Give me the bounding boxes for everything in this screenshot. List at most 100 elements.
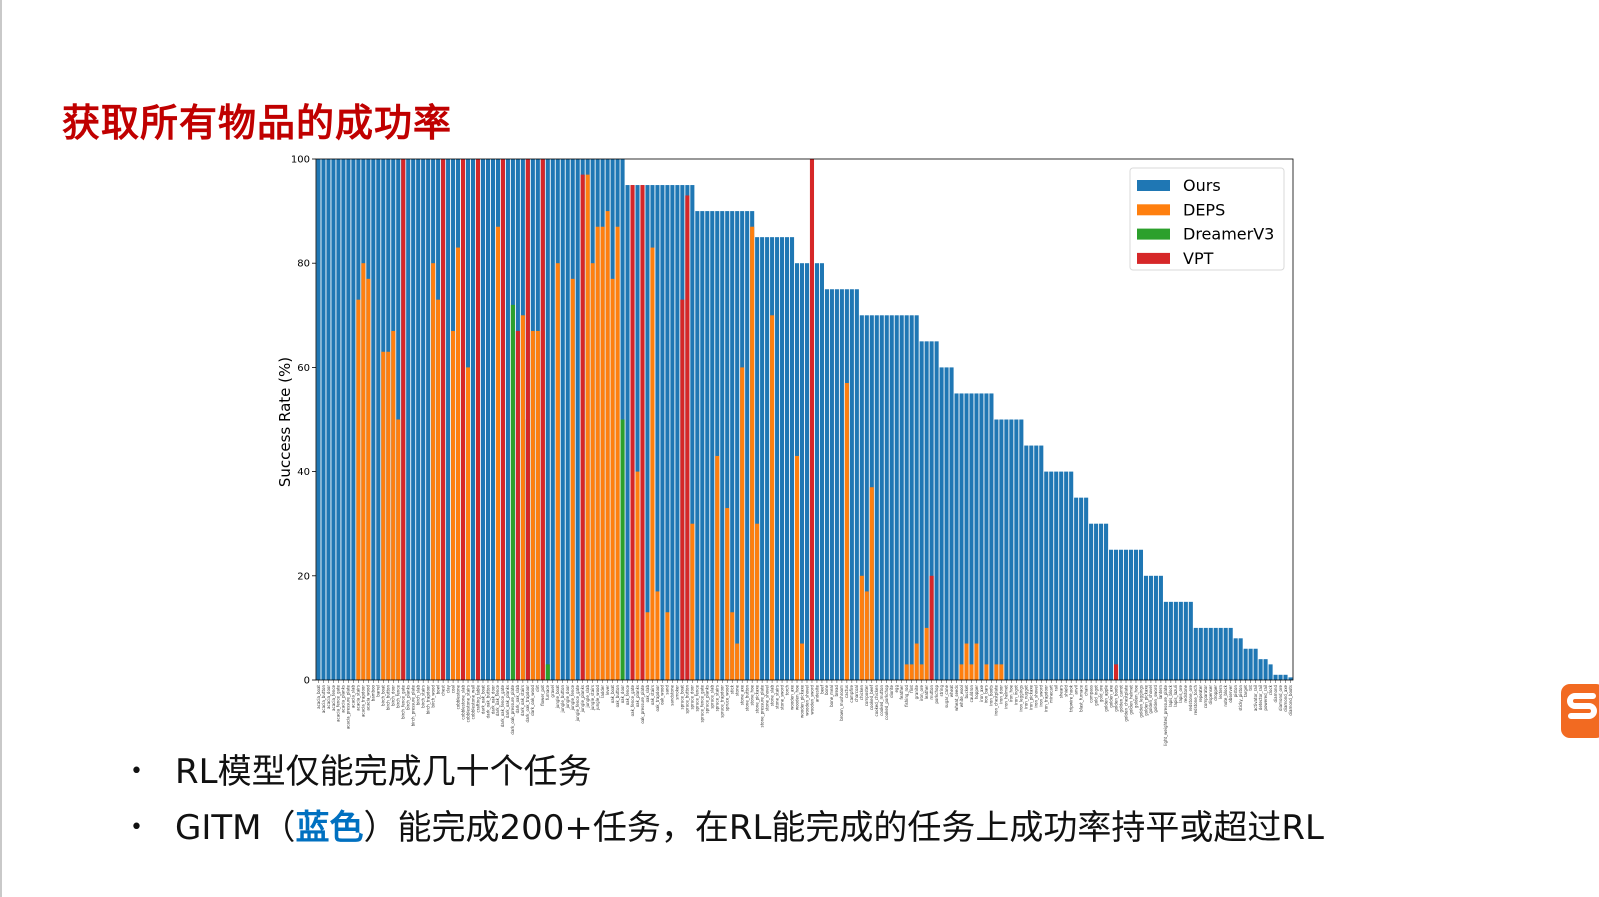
x-tick-label: jungle_wood bbox=[595, 685, 600, 711]
x-tick-label: cooked_porkchop bbox=[884, 685, 889, 720]
x-tick-label: shield bbox=[1064, 685, 1069, 697]
x-tick-label: acacia_trapdoor bbox=[361, 685, 366, 718]
bar-ours bbox=[1263, 659, 1268, 680]
bar-deps bbox=[520, 315, 525, 680]
x-tick-label: tripwire_hook bbox=[1068, 684, 1073, 712]
bar-ours bbox=[1283, 674, 1288, 680]
bar-deps bbox=[361, 263, 366, 680]
bar-ours bbox=[1203, 627, 1208, 680]
x-tick-label: cobblestone_wall bbox=[470, 685, 475, 719]
bar-ours bbox=[665, 185, 670, 681]
bar-vpt bbox=[685, 195, 690, 680]
x-tick-label: oak_trapdoor bbox=[655, 685, 660, 712]
x-tick-label: acacia_pressure_plate bbox=[346, 684, 351, 729]
x-tick-label: acacia_boat bbox=[316, 685, 321, 709]
x-tick-label: hopper bbox=[974, 685, 979, 700]
x-tick-label: wooden_sword bbox=[809, 685, 814, 715]
bar-vpt bbox=[500, 159, 505, 680]
bar-ours bbox=[1158, 575, 1163, 680]
bar-ours bbox=[645, 185, 650, 681]
x-tick-label: composter bbox=[864, 685, 869, 707]
x-tick-label: golden_carrot bbox=[1118, 685, 1123, 713]
bar-ours bbox=[1094, 523, 1099, 680]
bar-ours bbox=[326, 159, 331, 680]
x-tick-label: birch_door bbox=[391, 685, 396, 706]
bar-ours bbox=[690, 185, 695, 681]
slide-left-rule bbox=[0, 0, 2, 897]
bar-ours bbox=[545, 159, 550, 680]
bar-ours bbox=[1228, 627, 1233, 680]
bar-ours bbox=[416, 159, 421, 680]
x-tick-label: dirt bbox=[535, 685, 540, 692]
bar-ours bbox=[814, 263, 820, 680]
bar-ours bbox=[1109, 549, 1114, 680]
bar-deps bbox=[396, 419, 401, 680]
x-tick-label: bamboo bbox=[371, 684, 376, 701]
x-tick-label: dark_oak_fence bbox=[495, 684, 500, 716]
x-tick-label: spruce_wood bbox=[725, 685, 730, 712]
x-tick-label: spruce_boat bbox=[680, 685, 685, 710]
bar-ours bbox=[715, 211, 720, 680]
legend-swatch bbox=[1137, 252, 1170, 264]
bar-ours bbox=[989, 393, 994, 680]
bar-deps bbox=[650, 247, 655, 680]
x-tick-label: iron_bars bbox=[984, 685, 989, 703]
bar-deps bbox=[570, 278, 575, 680]
x-tick-label: shears bbox=[1059, 685, 1064, 698]
x-tick-label: acacia_door bbox=[326, 685, 331, 709]
bar-ours bbox=[1253, 648, 1258, 680]
x-tick-label: sticky_piston bbox=[1238, 685, 1243, 711]
bar-ours bbox=[859, 315, 864, 680]
bar-ours bbox=[371, 159, 376, 680]
x-tick-label: acacia_slab bbox=[351, 685, 356, 709]
x-tick-label: oak_planks bbox=[635, 685, 640, 707]
x-tick-label: spruce_fence bbox=[695, 684, 700, 711]
bar-ours bbox=[834, 289, 839, 680]
bar-ours bbox=[879, 315, 884, 680]
bar-deps bbox=[755, 523, 760, 680]
bar-ours bbox=[426, 159, 431, 680]
bar-deps bbox=[924, 627, 929, 680]
legend-swatch bbox=[1137, 228, 1170, 240]
plot-frame bbox=[315, 158, 1294, 681]
x-tick-label: cooked_mutton bbox=[879, 685, 884, 716]
y-tick-label: 40 bbox=[297, 467, 310, 478]
x-tick-label: jungle_button bbox=[560, 685, 565, 714]
legend-label: VPT bbox=[1183, 249, 1214, 268]
bar-deps bbox=[495, 226, 500, 681]
x-tick-label: stone_pressure_plate bbox=[759, 684, 764, 727]
bar-ours bbox=[1059, 471, 1064, 680]
sogou-logo-icon bbox=[1561, 684, 1599, 738]
x-tick-label: birch_planks bbox=[406, 685, 411, 710]
x-tick-label: charcoal bbox=[854, 685, 859, 702]
bar-ours bbox=[406, 159, 411, 680]
bar-deps bbox=[391, 330, 396, 680]
x-tick-label: diamond_boots bbox=[1288, 685, 1293, 716]
bars-layer bbox=[316, 159, 1293, 681]
x-tick-label: jungle_boat bbox=[555, 685, 560, 710]
bar-deps bbox=[974, 643, 979, 680]
x-tick-label: spruce_trapdoor bbox=[720, 685, 725, 718]
bar-ours bbox=[1248, 648, 1253, 680]
bullet-text: RL模型仅能完成几十个任务 bbox=[175, 752, 592, 792]
x-tick-label: spruce_planks bbox=[705, 685, 710, 714]
bar-deps bbox=[381, 351, 386, 680]
bar-ours bbox=[675, 185, 680, 681]
bar-vpt bbox=[461, 159, 466, 680]
x-tick-label: comparator bbox=[1203, 685, 1208, 709]
bar-ours bbox=[1138, 549, 1144, 680]
x-tick-label: birch_slab bbox=[415, 685, 420, 706]
x-tick-label: stone_axe bbox=[739, 684, 744, 705]
x-tick-label: white_wool bbox=[959, 685, 964, 707]
x-axis: acacia_boat acacia_button acacia_door acaci… bbox=[316, 680, 1293, 746]
x-tick-label: cobblestone_slab bbox=[460, 685, 465, 720]
x-tick-label: clay bbox=[445, 684, 450, 693]
x-tick-label: birch_trapdoor bbox=[425, 685, 430, 715]
x-tick-label: cooked_beef bbox=[869, 684, 874, 710]
x-tick-label: bucket bbox=[964, 685, 969, 699]
bar-deps bbox=[844, 383, 849, 680]
bar-ours bbox=[1268, 664, 1273, 680]
x-tick-label: diamond_ore bbox=[1278, 684, 1283, 711]
bar-ours bbox=[939, 367, 944, 680]
bar-deps bbox=[730, 612, 735, 680]
